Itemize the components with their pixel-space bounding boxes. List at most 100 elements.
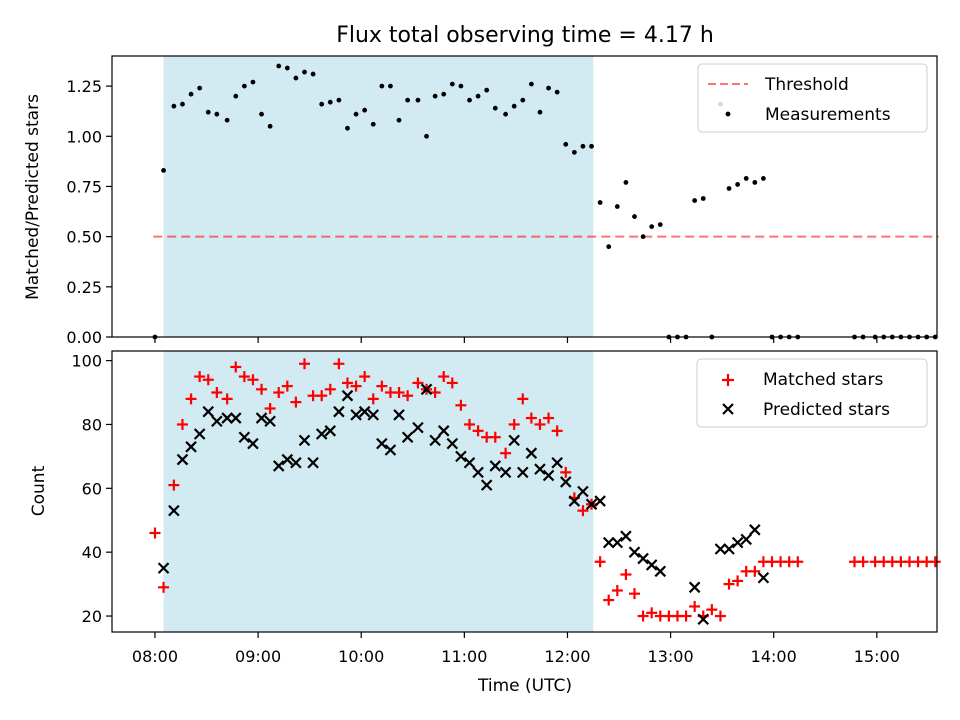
measurement-point [388,83,393,89]
predicted-star-point [367,409,380,421]
matched-star-point [534,418,546,430]
matched-star-point [749,565,761,577]
matched-star-point [367,393,379,405]
measurement-point [180,101,185,107]
predicted-star-point [645,559,658,571]
measurement-point [467,97,472,103]
measurement-point [484,87,490,93]
measurement-point [537,109,543,115]
measurement-point [353,111,359,117]
ratio-y-tick-label: 1.00 [66,127,102,146]
predicted-star-point [585,498,598,511]
predicted-star-point [176,453,189,466]
legend-predicted-swatch [722,403,734,415]
predicted-star-point [551,456,563,469]
predicted-star-point [264,415,276,428]
matched-star-point [508,418,520,430]
matched-star-point [637,610,649,622]
matched-star-point [402,390,414,402]
measurement-point [276,63,282,69]
measurement-point [415,97,421,103]
count-legend: Matched stars Predicted stars [696,358,928,428]
measurement-point [492,105,498,111]
measurement-point [336,97,342,103]
matched-star-point [299,358,310,370]
measurement-point [735,182,741,187]
matched-star-point [732,575,744,587]
predicted-star-point [412,421,424,434]
predicted-star-point [341,389,354,402]
predicted-star-point [489,460,502,472]
matched-star-point [517,393,529,405]
measurement-point [302,69,307,75]
count-y-tick-label: 100 [71,352,102,371]
measurement-point [475,93,481,99]
measurement-point [441,91,447,97]
x-tick-label: 09:00 [235,647,281,666]
matched-star-point [714,610,726,622]
matched-star-point [472,425,484,437]
matched-star-point [489,431,501,443]
predicted-star-point [255,412,268,424]
predicted-star-point [247,437,259,450]
predicted-star-point [534,463,546,475]
matched-star-point [680,610,692,622]
predicted-star-point [620,530,632,542]
legend-measurements-label: Measurements [765,105,891,125]
matched-star-point [221,393,233,405]
matched-star-point [264,402,276,414]
predicted-star-point [757,571,770,584]
matched-star-point [412,377,424,389]
measurement-point [432,93,438,99]
legend-measurements-swatch [725,111,731,117]
measurement-point [250,79,256,85]
predicted-star-point [697,613,710,626]
predicted-star-point [157,562,170,574]
measurement-point [161,168,166,173]
matched-star-point [551,425,563,437]
predicted-star-point [480,479,493,491]
measurement-point [171,103,177,109]
ratio-legend-box [697,63,928,133]
measurement-point [233,93,239,99]
predicted-star-point [168,504,180,517]
predicted-star-point [229,412,242,424]
measurement-point [752,180,758,185]
predicted-star-point [628,546,641,558]
measurement-point [623,180,629,185]
predicted-star-point [420,383,433,396]
x-tick-label: 12:00 [544,647,590,666]
predicted-star-point [568,495,581,507]
matched-star-point [281,380,293,392]
measurement-point [327,99,333,105]
ratio-shaded-region [163,56,594,337]
matched-star-point [194,371,206,383]
predicted-star-point [298,434,311,447]
matched-star-point [929,556,941,568]
count-plot-frame [111,350,938,633]
predicted-star-point [238,431,251,443]
measurement-point [424,133,429,139]
matched-star-point [857,556,869,568]
measurement-point [589,143,594,149]
matched-star-point [176,418,188,430]
predicted-star-point [221,412,233,424]
matched-star-point [689,600,701,612]
legend-predicted-label: Predicted stars [763,400,890,420]
x-axis-label: Time (UTC) [477,676,572,696]
count-y-tick-label: 60 [82,479,102,498]
predicted-star-point [281,453,294,466]
measurement-point [640,234,646,240]
predicted-star-point [594,495,606,507]
ratio-legend: Threshold Measurements [697,63,928,133]
measurement-point [580,143,586,149]
predicted-star-point [577,485,589,498]
measurement-point [205,109,211,115]
predicted-star-point [350,409,362,421]
predicted-star-point [272,460,285,472]
measurement-point [511,103,517,109]
ratio-y-tick-label: 0.75 [66,177,102,196]
chart-title: Flux total observing time = 4.17 h [336,23,714,48]
matched-star-point [376,380,388,392]
matched-star-point [620,569,632,581]
